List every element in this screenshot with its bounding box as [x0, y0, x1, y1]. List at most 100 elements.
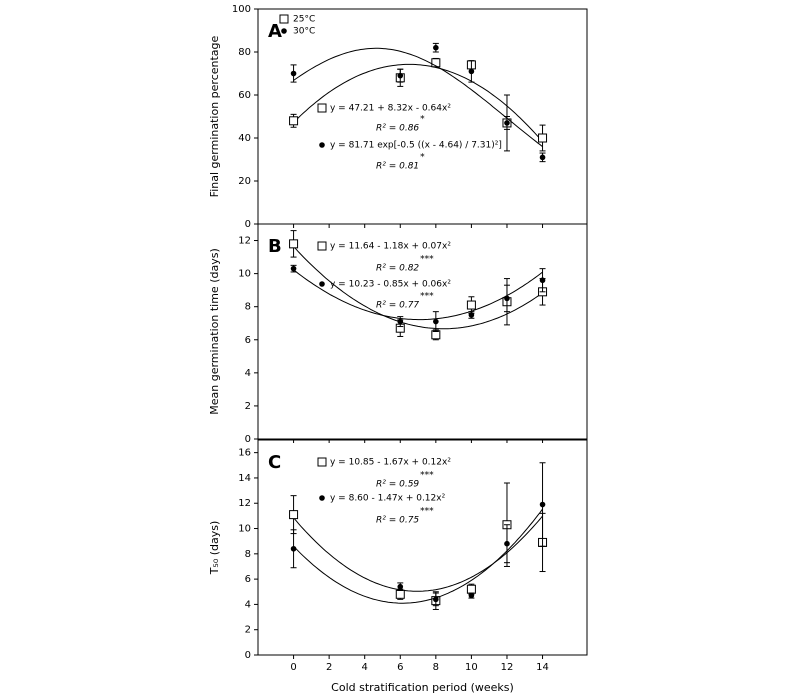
data-point	[397, 72, 404, 79]
x-tick-label: 4	[362, 662, 368, 673]
x-tick-label: 8	[433, 662, 439, 673]
r-squared: R² = 0.86	[376, 124, 419, 134]
y-tick-label: 40	[238, 133, 251, 144]
fit-equation: y = 11.64 - 1.18x + 0.07x²	[330, 242, 451, 252]
data-point	[397, 318, 404, 325]
y-tick-label: 2	[245, 401, 251, 412]
data-point	[466, 300, 476, 310]
data-point	[433, 596, 439, 603]
x-tick-label: 0	[290, 662, 296, 673]
significance: ***	[420, 471, 434, 481]
data-point	[468, 68, 475, 75]
fit-curve	[293, 246, 543, 330]
fit-equation: y = 81.71 exp[-0.5 ((x - 4.64) / 7.31)²]	[330, 141, 502, 151]
y-tick-label: 16	[238, 448, 251, 459]
data-point	[289, 116, 299, 126]
data-point	[466, 584, 476, 594]
r-squared: R² = 0.59	[376, 480, 419, 490]
significance: ***	[420, 507, 434, 517]
legend-marker	[279, 14, 289, 24]
significance: *	[420, 115, 425, 125]
data-point	[504, 120, 510, 126]
legend-label: 30°C	[293, 27, 315, 37]
y-axis-title: T₅₀ (days)	[208, 521, 221, 576]
fit-curve	[293, 515, 543, 592]
r-squared: R² = 0.77	[376, 301, 419, 311]
data-point	[539, 277, 546, 284]
y-tick-label: 0	[245, 650, 251, 661]
y-tick-label: 14	[238, 473, 251, 484]
y-tick-label: 0	[245, 434, 251, 445]
data-point	[395, 589, 405, 599]
y-tick-label: 80	[238, 47, 251, 58]
data-point	[431, 58, 441, 68]
x-tick-label: 2	[326, 662, 332, 673]
r-squared: R² = 0.75	[376, 516, 419, 526]
y-axis-title: Final germination percentage	[208, 35, 221, 197]
data-point	[433, 318, 439, 325]
significance: *	[420, 153, 425, 163]
y-axis-title: Mean germination time (days)	[208, 248, 221, 415]
data-point	[504, 540, 510, 547]
y-tick-label: 12	[238, 498, 251, 509]
equation-marker	[319, 142, 325, 148]
data-point	[290, 545, 297, 552]
fit-curve	[293, 269, 543, 321]
panel-label: C	[268, 452, 281, 473]
x-tick-label: 14	[536, 662, 549, 673]
fit-equation: y = 47.21 + 8.32x - 0.64x²	[330, 104, 451, 114]
data-point	[468, 592, 475, 599]
y-tick-label: 4	[245, 599, 251, 610]
panel-label: B	[268, 236, 282, 257]
x-axis-title: Cold stratification period (weeks)	[331, 681, 514, 694]
data-point	[538, 133, 548, 143]
legend-label: 25°C	[293, 15, 315, 25]
y-tick-label: 0	[245, 219, 251, 230]
data-point	[433, 44, 439, 51]
r-squared: R² = 0.82	[376, 264, 419, 274]
y-tick-label: 4	[245, 368, 251, 379]
y-tick-label: 10	[238, 524, 251, 535]
significance: ***	[420, 255, 434, 265]
data-point	[289, 510, 299, 520]
equation-marker	[319, 281, 325, 287]
legend-marker	[281, 28, 287, 34]
data-point	[468, 312, 475, 318]
y-tick-label: 6	[245, 335, 251, 346]
fit-curve	[293, 47, 543, 147]
data-point	[397, 583, 404, 590]
x-tick-label: 6	[397, 662, 403, 673]
y-tick-label: 6	[245, 574, 251, 585]
y-tick-label: 2	[245, 625, 251, 636]
equation-marker	[317, 241, 327, 251]
equation-marker	[317, 103, 327, 113]
data-point	[431, 330, 441, 340]
y-tick-label: 10	[238, 269, 251, 280]
y-tick-label: 20	[238, 176, 251, 187]
x-tick-label: 12	[501, 662, 514, 673]
fit-curve	[293, 508, 543, 604]
data-point	[539, 501, 546, 508]
data-point	[539, 154, 546, 161]
plot-frame	[257, 439, 588, 656]
data-point	[290, 70, 297, 77]
y-tick-label: 8	[245, 302, 251, 313]
data-point	[290, 265, 297, 272]
y-tick-label: 12	[238, 236, 251, 247]
fit-curve	[293, 63, 543, 143]
fit-equation: y = 10.23 - 0.85x + 0.06x²	[330, 280, 451, 290]
equation-marker	[319, 495, 325, 501]
equation-marker	[317, 457, 327, 467]
fit-equation: y = 10.85 - 1.67x + 0.12x²	[330, 458, 451, 468]
fit-equation: y = 8.60 - 1.47x + 0.12x²	[330, 494, 446, 504]
significance: ***	[420, 292, 434, 302]
panel-label: A	[268, 21, 282, 42]
data-point	[289, 239, 299, 249]
plot-frame	[257, 223, 588, 440]
y-tick-label: 60	[238, 90, 251, 101]
data-point	[504, 295, 510, 302]
y-tick-label: 100	[232, 4, 251, 15]
y-tick-label: 8	[245, 549, 251, 560]
x-tick-label: 10	[465, 662, 478, 673]
